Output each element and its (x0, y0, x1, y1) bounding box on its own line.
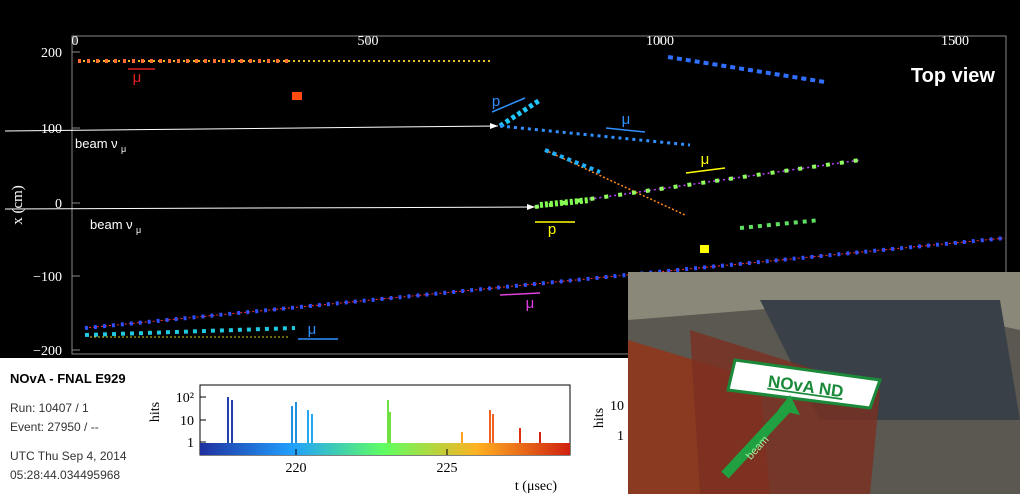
track-label: p (548, 221, 556, 238)
frame (71, 35, 1007, 355)
track-label: μ (622, 111, 631, 128)
timing-y-label: hits (148, 402, 163, 422)
x-tick-label: 1500 (941, 34, 969, 49)
beam-label: beam ν (90, 217, 133, 232)
event: Event: 27950 / -- (10, 420, 99, 434)
time: 05:28:44.034495968 (10, 468, 120, 482)
track-label: p (492, 93, 500, 110)
timing-x-label: t (μsec) (515, 479, 557, 494)
track-label: μ (308, 321, 317, 338)
beam-label: beam ν (75, 136, 118, 151)
experiment: NOvA - FNAL E929 (10, 371, 126, 386)
y-tick-label: 0 (55, 197, 62, 212)
side-y-tick-label: 1 (617, 429, 624, 444)
track-label: μ (526, 295, 535, 312)
timing-x-tick-label: 220 (286, 461, 307, 476)
timing-peaks (227, 397, 541, 443)
y-tick-label: −100 (33, 270, 62, 285)
y-tick-label: 200 (41, 46, 62, 61)
timing-y-tick-label: 10² (176, 391, 194, 406)
detector-photo (628, 272, 1020, 494)
tracks (4, 55, 1006, 340)
track-label: μ (133, 69, 142, 86)
y-axis-label: x (cm) (10, 185, 26, 225)
beam-label-sub: μ (136, 225, 141, 235)
side-y-tick-label: 10 (610, 399, 624, 414)
color-scale (200, 443, 570, 455)
y-tick-label: 100 (41, 122, 62, 137)
timing-y-tick-label: 10 (180, 414, 194, 429)
beam-label-sub: μ (121, 144, 126, 154)
view-label: Top view (911, 65, 996, 87)
x-tick-label: 500 (358, 34, 379, 49)
date: UTC Thu Sep 4, 2014 (10, 449, 127, 463)
x-tick-label: 1000 (646, 34, 674, 49)
track-label: μ (701, 151, 710, 168)
run: Run: 10407 / 1 (10, 401, 89, 415)
side-y-label: hits (592, 408, 607, 428)
timing-x-tick-label: 225 (437, 461, 458, 476)
y-tick-label: −200 (33, 344, 62, 359)
x-tick-label: 0 (72, 34, 79, 49)
timing-y-tick-label: 1 (187, 436, 194, 451)
